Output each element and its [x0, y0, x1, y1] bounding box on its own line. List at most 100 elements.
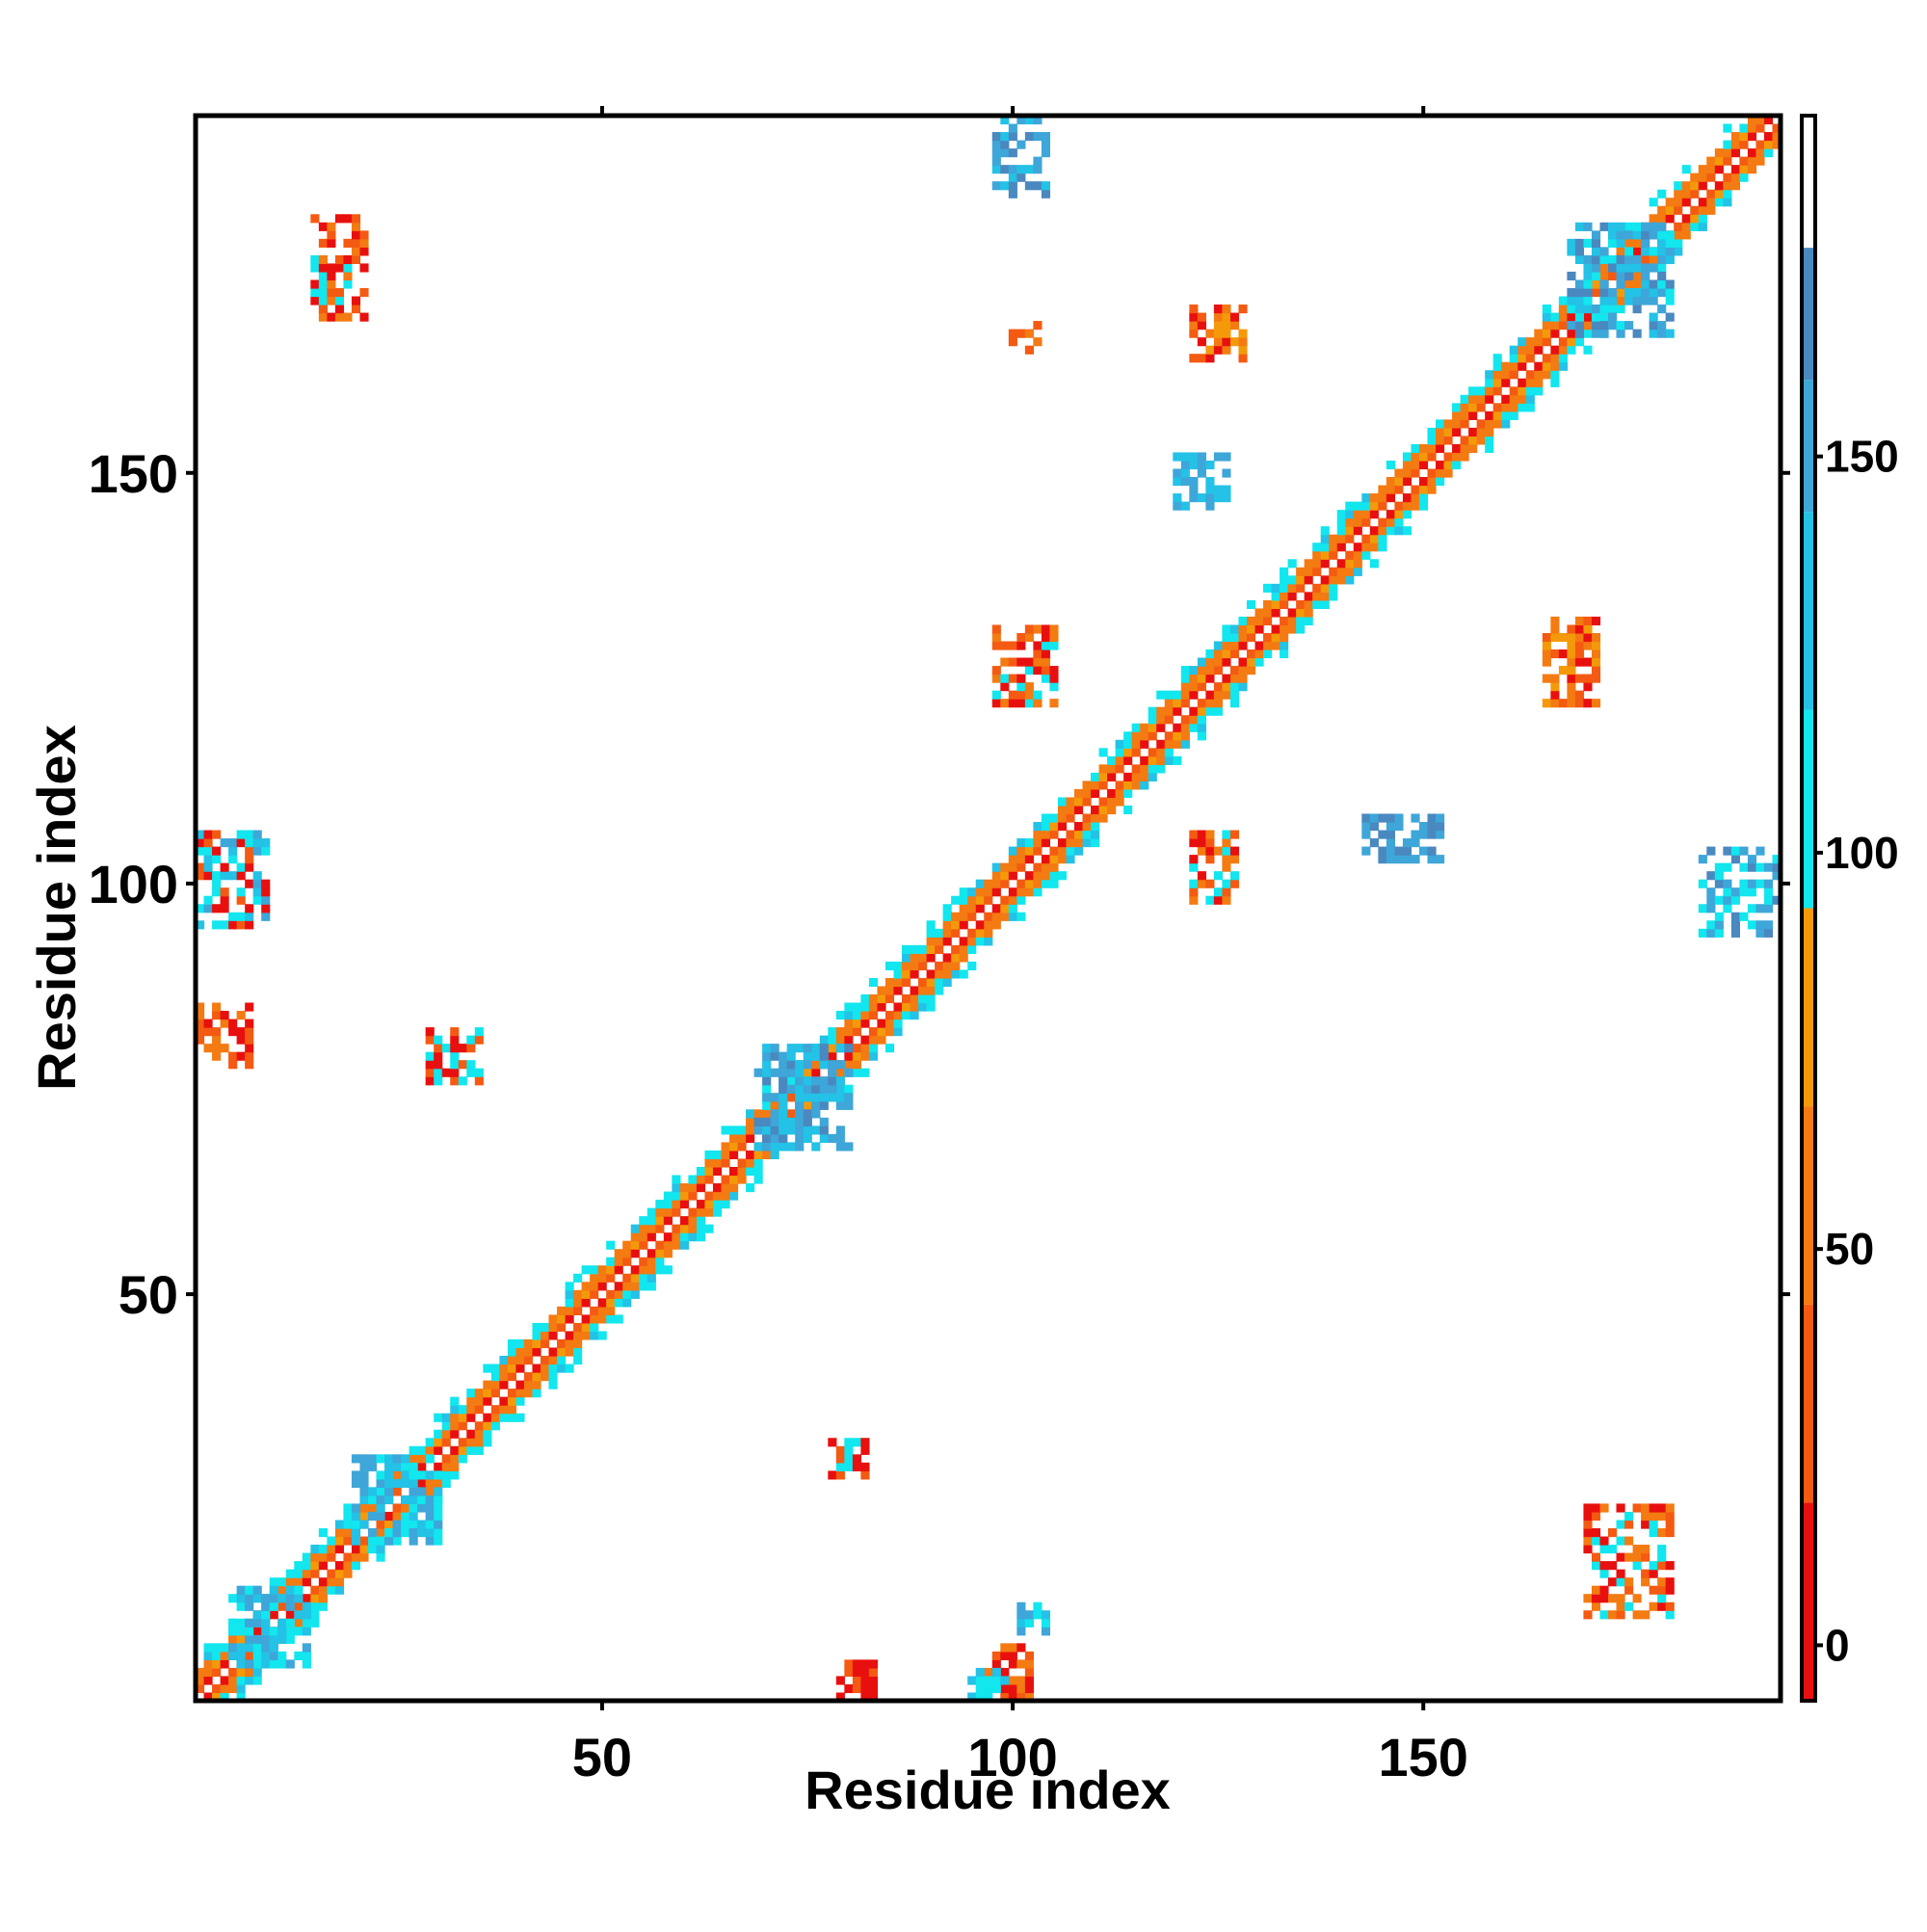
- heatmap-cell: [762, 1068, 772, 1077]
- heatmap-cell: [1073, 838, 1084, 848]
- heatmap-cell: [1706, 928, 1716, 938]
- heatmap-cell: [614, 1257, 623, 1266]
- heatmap-cell: [318, 312, 328, 322]
- heatmap-cell: [1369, 526, 1379, 536]
- heatmap-cell: [450, 1051, 460, 1061]
- heatmap-cell: [795, 1093, 805, 1102]
- heatmap-cell: [515, 1363, 525, 1373]
- heatmap-cell: [884, 1011, 895, 1020]
- heatmap-cell: [1730, 148, 1740, 158]
- heatmap-cell: [1189, 895, 1199, 905]
- heatmap-cell: [630, 1249, 640, 1258]
- heatmap-cell: [639, 1216, 648, 1226]
- heatmap-cell: [367, 1545, 378, 1554]
- heatmap-cell: [786, 1117, 796, 1126]
- heatmap-cell: [351, 296, 361, 305]
- heatmap-cell: [261, 1618, 271, 1628]
- heatmap-cell: [1624, 1520, 1634, 1529]
- heatmap-cell: [935, 928, 944, 938]
- heatmap-cell: [261, 895, 271, 905]
- heatmap-cell: [483, 1438, 492, 1447]
- heatmap-cell: [269, 1585, 278, 1595]
- heatmap-cell: [1567, 674, 1576, 683]
- heatmap-cell: [1723, 156, 1732, 166]
- heatmap-cell: [811, 1100, 821, 1110]
- heatmap-cell: [565, 1331, 574, 1340]
- heatmap-cell: [1213, 657, 1224, 667]
- heatmap-cell: [245, 1627, 254, 1636]
- heatmap-cell: [844, 1051, 854, 1061]
- heatmap-cell: [1320, 592, 1330, 601]
- heatmap-cell: [1205, 838, 1215, 848]
- heatmap-cell: [228, 838, 238, 848]
- heatmap-cell: [1164, 731, 1174, 741]
- heatmap-cell: [302, 1569, 311, 1578]
- heatmap-cell: [1238, 624, 1248, 634]
- heatmap-cell: [1723, 846, 1732, 856]
- heatmap-cell: [1189, 304, 1199, 314]
- heatmap-cell: [1402, 526, 1412, 536]
- heatmap-cell: [1353, 567, 1362, 576]
- heatmap-cell: [1016, 1692, 1026, 1702]
- heatmap-cell: [1665, 1528, 1675, 1538]
- heatmap-cell: [1714, 148, 1724, 158]
- heatmap-cell: [401, 1511, 410, 1522]
- heatmap-cell: [614, 1298, 623, 1308]
- heatmap-cell: [1763, 879, 1774, 888]
- heatmap-cell: [935, 961, 944, 971]
- colorbar-segment: [1802, 908, 1815, 1107]
- heatmap-cell: [935, 944, 944, 954]
- heatmap-cell: [1229, 312, 1240, 322]
- heatmap-cell: [1657, 287, 1667, 298]
- heatmap-cell: [1730, 140, 1740, 149]
- heatmap-cell: [721, 1150, 730, 1160]
- heatmap-cell: [991, 181, 1001, 191]
- heatmap-cell: [359, 1470, 369, 1480]
- heatmap-cell: [466, 1429, 476, 1439]
- heatmap-cell: [425, 1035, 435, 1045]
- heatmap-cell: [910, 969, 919, 979]
- heatmap-cell: [737, 1166, 747, 1177]
- heatmap-cell: [1222, 468, 1231, 478]
- heatmap-cell: [852, 1454, 861, 1464]
- heatmap-cell: [203, 830, 213, 839]
- heatmap-cell: [1665, 296, 1675, 305]
- heatmap-cell: [212, 1683, 222, 1694]
- heatmap-cell: [1747, 116, 1757, 125]
- heatmap-cell: [573, 1289, 583, 1299]
- heatmap-cell: [860, 1692, 870, 1702]
- heatmap-cell: [819, 1051, 829, 1061]
- heatmap-cell: [918, 1002, 928, 1012]
- heatmap-cell: [1016, 632, 1026, 643]
- heatmap-cell: [277, 1601, 287, 1611]
- heatmap-cell: [967, 961, 977, 971]
- heatmap-cell: [1238, 616, 1248, 626]
- heatmap-cell: [786, 1142, 796, 1151]
- heatmap-cell: [1402, 493, 1412, 503]
- heatmap-cell: [1427, 846, 1437, 856]
- heatmap-cell: [1641, 271, 1650, 281]
- heatmap-cell: [285, 1601, 295, 1611]
- heatmap-cell: [1583, 345, 1593, 355]
- heatmap-cell: [1485, 410, 1494, 420]
- heatmap-cell: [951, 895, 961, 905]
- heatmap-cell: [277, 1659, 287, 1669]
- heatmap-cell: [877, 993, 886, 1004]
- heatmap-cell: [893, 1019, 903, 1028]
- heatmap-cell: [392, 1528, 402, 1538]
- heatmap-cell: [1205, 493, 1215, 503]
- heatmap-cell: [236, 1676, 246, 1685]
- heatmap-cell: [1304, 616, 1313, 626]
- heatmap-cell: [1574, 312, 1585, 322]
- heatmap-cell: [1016, 1618, 1026, 1628]
- heatmap-cell: [1033, 690, 1043, 700]
- heatmap-cell: [1131, 723, 1141, 732]
- heatmap-cell: [1591, 304, 1601, 314]
- heatmap-cell: [1066, 855, 1075, 864]
- heatmap-cell: [318, 1585, 328, 1595]
- x-tick-label: 50: [572, 1727, 632, 1787]
- heatmap-cell: [795, 1133, 805, 1144]
- heatmap-cell: [1213, 337, 1224, 347]
- heatmap-cell: [392, 1503, 402, 1513]
